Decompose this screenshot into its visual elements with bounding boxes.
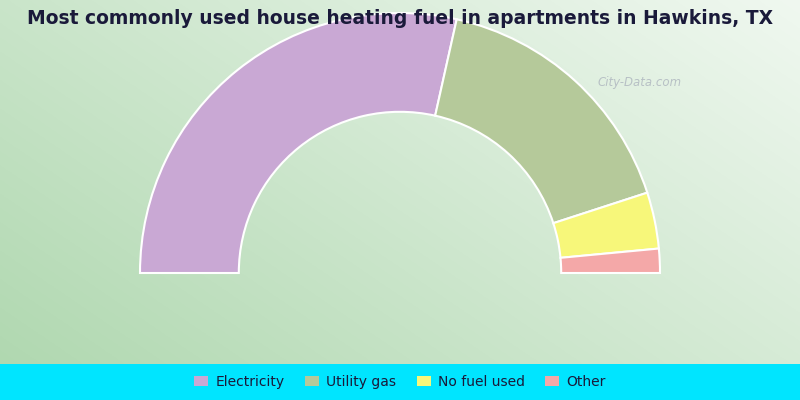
Text: City-Data.com: City-Data.com — [598, 76, 682, 89]
Text: Most commonly used house heating fuel in apartments in Hawkins, TX: Most commonly used house heating fuel in… — [27, 8, 773, 28]
Wedge shape — [435, 19, 647, 223]
Legend: Electricity, Utility gas, No fuel used, Other: Electricity, Utility gas, No fuel used, … — [189, 370, 611, 394]
Wedge shape — [554, 193, 659, 258]
Wedge shape — [140, 13, 457, 273]
Wedge shape — [561, 248, 660, 273]
